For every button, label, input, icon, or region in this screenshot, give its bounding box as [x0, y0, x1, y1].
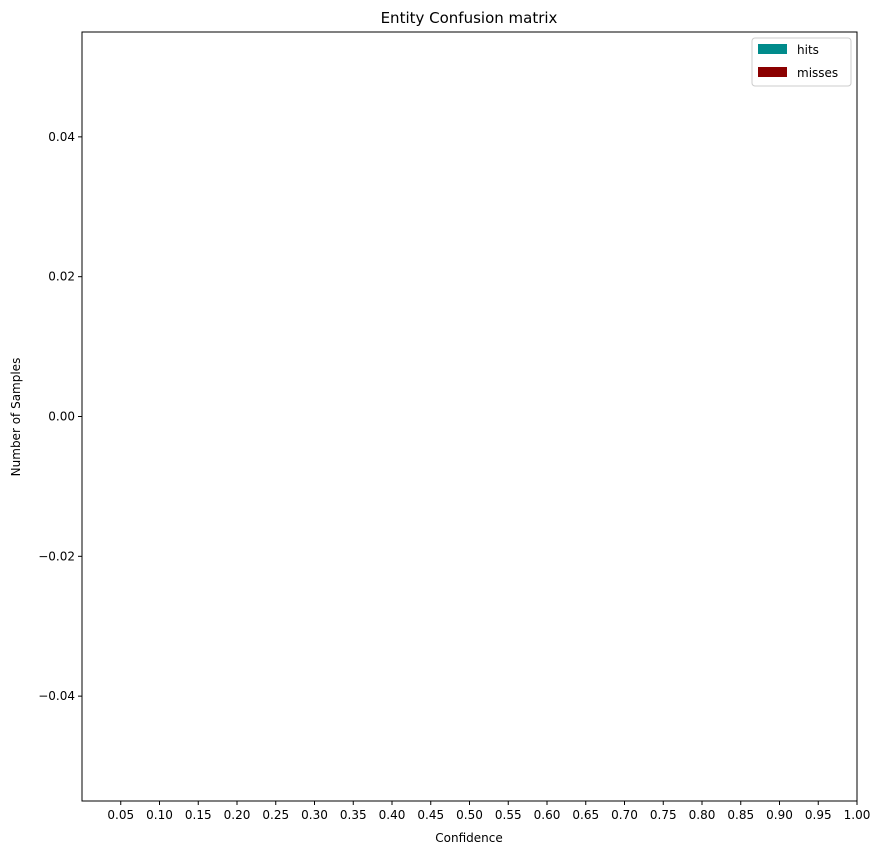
y-tick-label: −0.02	[38, 549, 75, 563]
x-tick-label: 0.50	[456, 808, 483, 822]
y-tick-label: 0.04	[48, 130, 75, 144]
y-tick-label: 0.02	[48, 270, 75, 284]
x-tick-label: 0.55	[495, 808, 522, 822]
x-tick-label: 0.85	[727, 808, 754, 822]
legend-swatch-misses	[758, 67, 787, 77]
x-tick-label: 0.60	[534, 808, 561, 822]
y-tick-label: −0.04	[38, 689, 75, 703]
x-axis: 0.05 0.10 0.15 0.20 0.25 0.30 0.35 0.40 0.45 0.50…	[107, 801, 870, 822]
x-tick-label: 0.95	[805, 808, 832, 822]
y-axis-label: Number of Samples	[9, 358, 23, 477]
x-tick-label: 0.75	[650, 808, 677, 822]
x-tick-label: 0.20	[224, 808, 251, 822]
y-tick-label: 0.00	[48, 410, 75, 424]
x-tick-label: 0.65	[572, 808, 599, 822]
x-tick-label: 0.40	[379, 808, 406, 822]
legend-label-hits: hits	[797, 43, 819, 57]
x-tick-label: 0.45	[417, 808, 444, 822]
plot-area	[81, 31, 858, 802]
x-tick-label: 0.70	[611, 808, 638, 822]
legend: hits misses	[751, 37, 852, 87]
x-tick-label: 0.80	[689, 808, 716, 822]
legend-swatch-hits	[758, 44, 787, 54]
y-axis: 0.04 0.02 0.00 −0.02 −0.04	[38, 130, 82, 703]
x-tick-label: 0.10	[146, 808, 173, 822]
x-tick-label: 0.15	[185, 808, 212, 822]
x-axis-label: Confidence	[435, 831, 502, 845]
chart-title: Entity Confusion matrix	[381, 9, 558, 27]
x-tick-label: 0.35	[340, 808, 367, 822]
x-tick-label: 0.90	[766, 808, 793, 822]
x-tick-label: 1.00	[844, 808, 871, 822]
x-tick-label: 0.25	[262, 808, 289, 822]
legend-label-misses: misses	[797, 66, 838, 80]
x-tick-label: 0.05	[107, 808, 134, 822]
x-tick-label: 0.30	[301, 808, 328, 822]
